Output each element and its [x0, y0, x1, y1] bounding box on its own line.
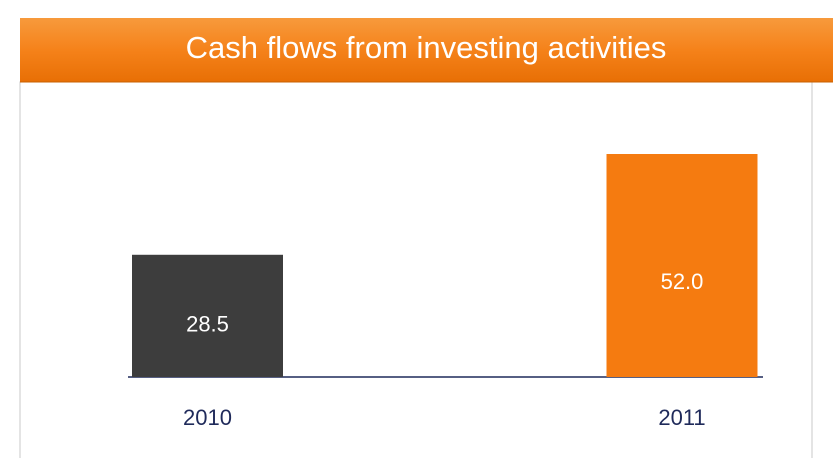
bar: [132, 254, 283, 377]
chart-title: Cash flows from investing activities: [186, 30, 667, 65]
title-banner: [20, 18, 833, 82]
x-tick-label: 2010: [183, 405, 232, 430]
x-tick-label: 2011: [658, 405, 705, 430]
value-label: 52.0: [661, 269, 704, 294]
bar: [606, 154, 758, 377]
value-label: 28.5: [186, 311, 229, 336]
